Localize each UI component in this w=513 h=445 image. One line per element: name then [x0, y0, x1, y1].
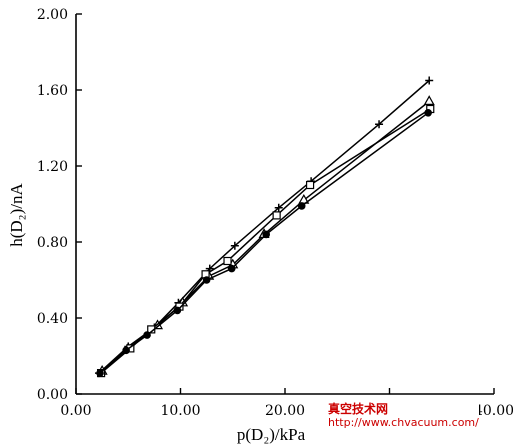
series-line — [98, 79, 430, 374]
y-axis-title: h(D₂)/nA — [7, 183, 26, 247]
data-point-square — [223, 256, 232, 266]
y-tick-label: 0.80 — [37, 235, 68, 251]
watermark-url: http://www.chvacuum.com/ — [328, 416, 479, 429]
x-tick-label: 40.00 — [474, 403, 513, 419]
data-point-plus — [375, 120, 384, 129]
data-point-circle — [227, 264, 236, 273]
data-point-circle — [96, 369, 104, 377]
data-point-circle — [173, 306, 182, 315]
x-tick-label: 20.00 — [265, 403, 305, 419]
x-tick-label: 0.00 — [60, 403, 91, 419]
data-point-plus — [230, 241, 239, 250]
series-layer — [94, 76, 435, 378]
data-point-plus — [425, 76, 434, 85]
data-point-square — [305, 180, 315, 190]
series-circle — [96, 109, 432, 377]
y-tick-label: 2.00 — [37, 7, 68, 23]
data-point-square — [272, 211, 281, 220]
watermark-site-name: 真空技术网 — [328, 401, 388, 416]
data-point-circle — [262, 230, 270, 239]
data-point-circle — [143, 331, 151, 339]
data-point-circle — [202, 276, 211, 284]
watermark: 真空技术网 http://www.chvacuum.com/ — [323, 400, 479, 430]
plot-frame — [75, 14, 494, 395]
y-tick-label: 0.00 — [37, 387, 68, 403]
x-axis-title: p(D₂)/kPa — [237, 425, 306, 444]
y-tick-label: 0.40 — [37, 311, 68, 327]
y-tick-label: 1.20 — [37, 159, 68, 175]
x-tick-label: 10.00 — [160, 403, 200, 419]
watermark-box — [323, 400, 479, 430]
data-point-circle — [297, 202, 306, 210]
data-point-triangle — [423, 95, 435, 105]
data-point-plus — [274, 203, 283, 212]
data-point-circle — [424, 109, 432, 117]
data-point-circle — [122, 346, 130, 355]
y-tick-label: 1.60 — [37, 83, 68, 99]
